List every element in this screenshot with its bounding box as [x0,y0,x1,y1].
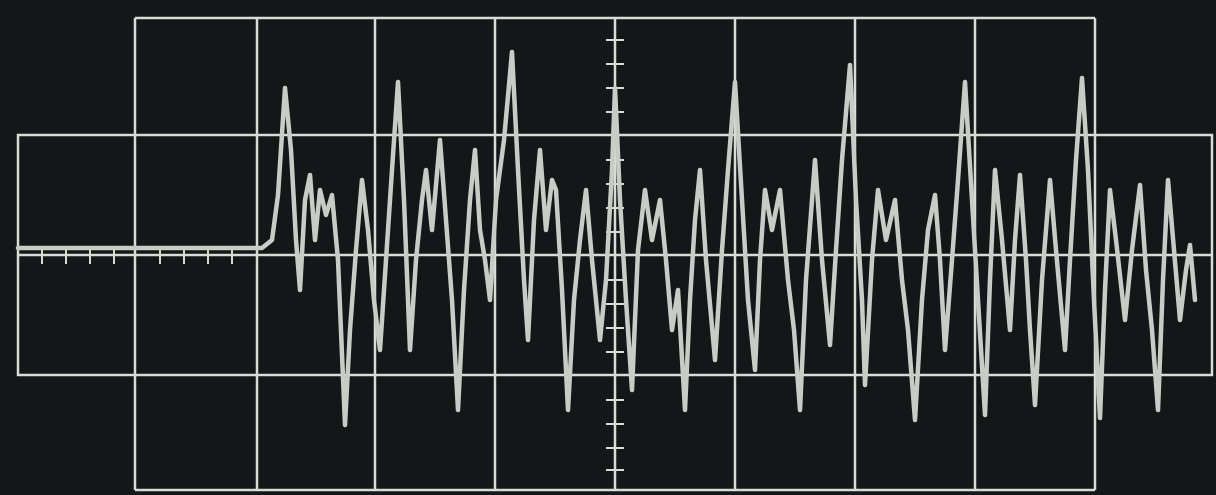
page: (() => { const data = JSON.parse(documen… [0,0,1216,495]
oscilloscope-screen [0,0,1216,495]
